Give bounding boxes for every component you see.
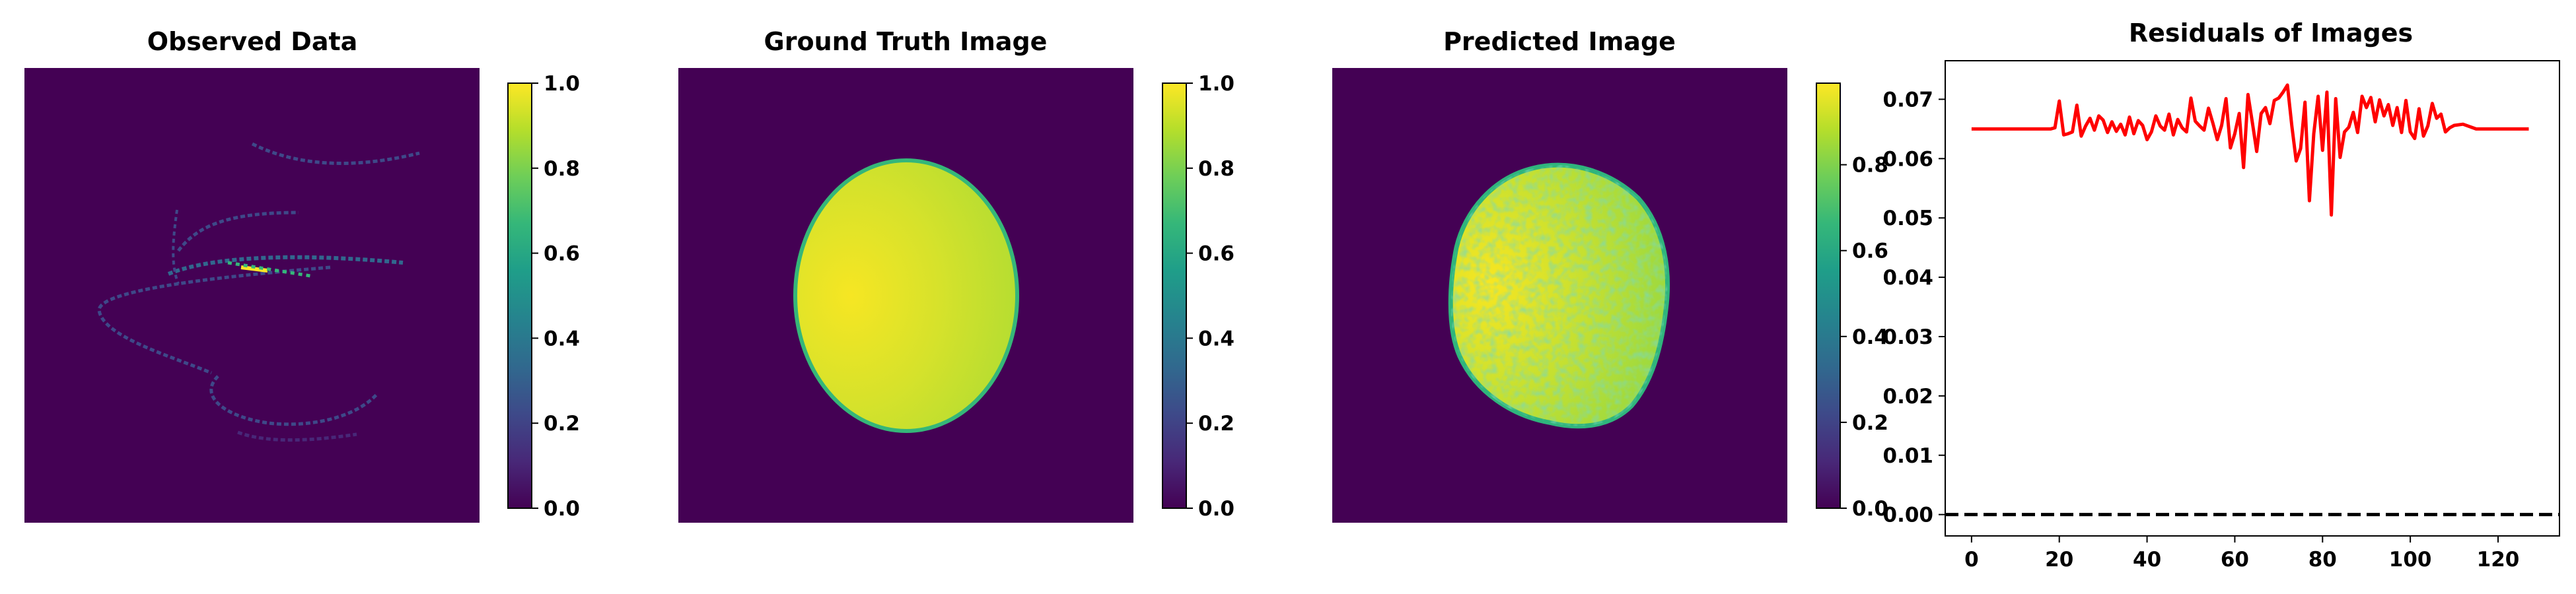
colorbar-tick-label: 0.0 bbox=[1198, 497, 1234, 521]
colorbar-tick-label: 0.8 bbox=[1852, 154, 1888, 178]
y-tick-label: 0.07 bbox=[1883, 88, 1934, 112]
colorbar-tick-label: 0.2 bbox=[1852, 411, 1888, 435]
colorbar-tick-label: 0.6 bbox=[544, 242, 580, 266]
colorbar-tick-label: 0.2 bbox=[1198, 412, 1234, 436]
arc-middle bbox=[167, 255, 404, 276]
panel-predicted: Predicted Image 0.0 0.2 0.4 0.6 0.8 bbox=[1332, 27, 1888, 523]
arc-bottom bbox=[209, 375, 378, 426]
bright-streak-halo bbox=[227, 261, 311, 278]
x-tick-label: 0 bbox=[1964, 548, 1979, 572]
colorbar-tick-label: 0.0 bbox=[1852, 497, 1888, 521]
arc-bottom-inner bbox=[237, 430, 357, 442]
y-tick-label: 0.02 bbox=[1883, 385, 1934, 409]
arc-vertical bbox=[172, 209, 180, 284]
colorbar-tick-label: 0.4 bbox=[1198, 327, 1234, 350]
colorbar-gradient bbox=[1162, 82, 1187, 509]
arc-lower-wide bbox=[97, 265, 331, 375]
bright-streak bbox=[240, 265, 268, 273]
colorbar-tick-label: 0.8 bbox=[1198, 157, 1234, 181]
panel-title: Predicted Image bbox=[1443, 27, 1676, 56]
colorbar-gradient bbox=[1816, 82, 1841, 509]
panel-observed-data: Observed Data 0.0 0.2 0.4 0.6 0.8 1.0 bbox=[24, 27, 580, 523]
colorbar-tick-label: 0.4 bbox=[544, 327, 580, 350]
arc-upper bbox=[177, 211, 299, 252]
panel-ground-truth: Ground Truth Image 0.0 0.2 0.4 0.6 0.8 1.0 bbox=[678, 27, 1234, 523]
residual-series-line bbox=[1971, 83, 2529, 217]
colorbar-ticks: 0.0 0.2 0.4 0.6 0.8 bbox=[1840, 154, 1888, 521]
colorbar-ticks: 0.0 0.2 0.4 0.6 0.8 1.0 bbox=[532, 72, 580, 521]
colorbar-tick-label: 0.4 bbox=[1852, 325, 1888, 349]
colorbar: 0.0 0.2 0.4 0.6 0.8 1.0 bbox=[507, 72, 580, 521]
y-tick-label: 0.01 bbox=[1883, 444, 1934, 468]
colorbar-tick-label: 0.0 bbox=[544, 497, 580, 521]
colorbar-tick-label: 0.6 bbox=[1198, 242, 1234, 266]
predicted-blob bbox=[1448, 162, 1670, 429]
arc-top bbox=[251, 142, 420, 165]
x-tick-label: 40 bbox=[2133, 548, 2161, 572]
y-tick-label: 0.04 bbox=[1883, 266, 1934, 290]
colorbar-tick-label: 1.0 bbox=[544, 72, 580, 96]
x-tick-label: 120 bbox=[2477, 548, 2520, 572]
x-tick-label: 100 bbox=[2389, 548, 2432, 572]
y-tick-label: 0.05 bbox=[1883, 207, 1934, 230]
colorbar-gradient bbox=[507, 82, 532, 509]
axes-frame bbox=[1945, 60, 2560, 537]
y-tick-label: 0.00 bbox=[1883, 504, 1934, 527]
y-tick-label: 0.06 bbox=[1883, 147, 1934, 171]
residual-plot-area: 0.00 0.01 0.02 0.03 0.04 0.05 0.06 0.07 0 20 40 60 8… bbox=[1883, 60, 2560, 572]
sampling-arcs bbox=[97, 142, 420, 442]
colorbar: 0.0 0.2 0.4 0.6 0.8 bbox=[1816, 82, 1888, 521]
colorbar-tick-label: 0.8 bbox=[544, 157, 580, 181]
colorbar-tick-label: 0.2 bbox=[544, 412, 580, 436]
panel-title: Ground Truth Image bbox=[764, 27, 1048, 56]
panel-title: Observed Data bbox=[147, 27, 358, 56]
colorbar-ticks: 0.0 0.2 0.4 0.6 0.8 1.0 bbox=[1186, 72, 1234, 521]
panel-title: Residuals of Images bbox=[2129, 18, 2413, 48]
x-tick-label: 60 bbox=[2221, 548, 2249, 572]
colorbar: 0.0 0.2 0.4 0.6 0.8 1.0 bbox=[1162, 72, 1234, 521]
colorbar-tick-label: 0.6 bbox=[1852, 240, 1888, 263]
y-tick-label: 0.03 bbox=[1883, 325, 1934, 349]
x-tick-label: 80 bbox=[2308, 548, 2337, 572]
colorbar-tick-label: 1.0 bbox=[1198, 72, 1234, 96]
ellipse-phantom bbox=[793, 158, 1019, 433]
image-background bbox=[24, 68, 480, 523]
panel-residuals: Residuals of Images 0.00 0.01 0.02 0.03 0.04… bbox=[1883, 18, 2560, 572]
x-tick-label: 20 bbox=[2045, 548, 2073, 572]
